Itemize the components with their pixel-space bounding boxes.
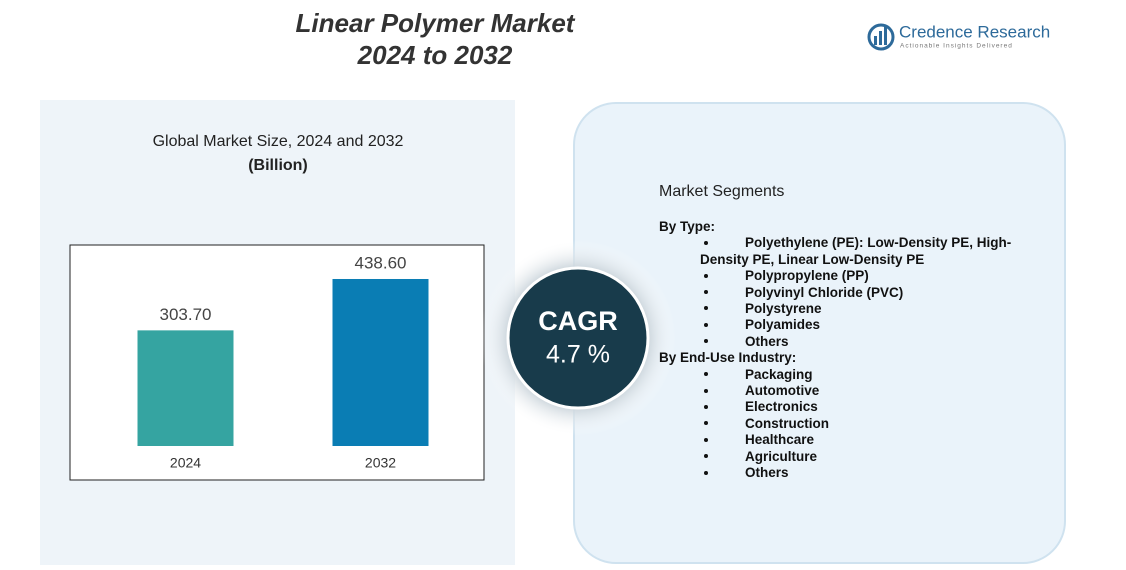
segments-heading: Market Segments [659,183,785,200]
segment-item: Polyethylene (PE): Low-Density PE, High-… [700,235,1055,268]
segment-item: Electronics [700,399,1055,415]
bars: 2024 303.70 2032 438.60 [137,253,429,471]
segment-item: Polystyrene [700,301,1055,317]
title-line: Linear Polymer Market [296,8,576,38]
bar [332,278,429,446]
value-label: 303.70 [160,305,212,324]
group-title: By Type: [659,219,716,234]
segment-item: Polypropylene (PP) [700,268,1055,284]
logo-icon [867,23,895,51]
chart-title: Global Market Size, 2024 and 2032 [153,133,404,150]
cagr-label: CAGR [538,306,618,336]
value-label: 438.60 [355,253,407,272]
segments: Market Segments By Type: Polyethylene (PE… [659,183,1059,482]
bar [137,330,234,446]
logo-tagline: Actionable Insights Delivered [900,43,1013,50]
segment-item: Automotive [700,383,1055,399]
segment-groups: By Type: Polyethylene (PE): Low-Density P… [659,219,1059,482]
x-tick-label: 2032 [365,455,396,471]
segment-item: Healthcare [700,432,1055,448]
segment-item: Others [700,465,1055,481]
segment-item: Agriculture [700,449,1055,465]
segment-item: Polyamides [700,317,1055,333]
logo-name: Credence Research [899,22,1050,41]
segment-item: Packaging [700,367,1055,383]
segment-item: Others [700,334,1055,350]
cagr-value: 4.7 % [546,341,610,369]
chart-subtitle: (Billion) [248,157,308,174]
x-tick-label: 2024 [170,455,201,471]
title-line: 2024 to 2032 [357,40,513,70]
group-title: By End-Use Industry: [659,350,797,366]
cagr-circle [506,266,650,410]
segment-item: Polyvinyl Chloride (PVC) [700,285,1055,301]
segment-item: Construction [700,416,1055,432]
